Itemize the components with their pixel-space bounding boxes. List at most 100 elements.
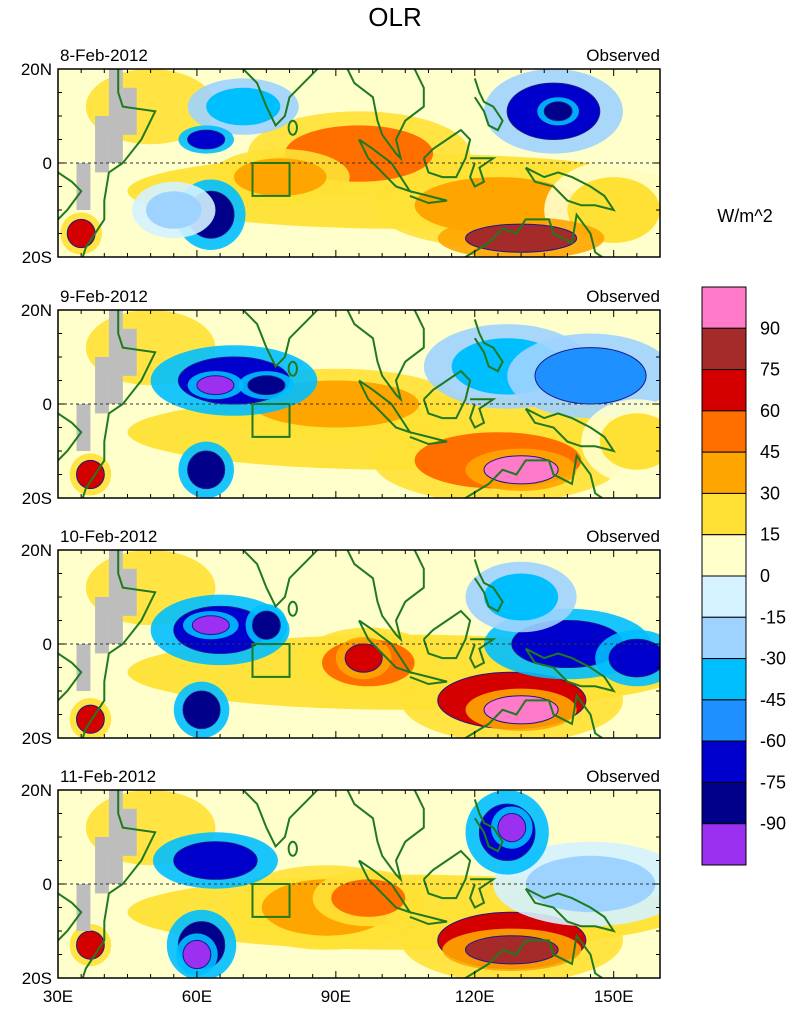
coastline-newguinea [524, 407, 616, 453]
colorbar-units: W/m^2 [717, 206, 772, 226]
coastline-newguinea [524, 647, 616, 693]
x-tick-label: 90E [321, 987, 351, 1006]
y-tick-label: 20S [22, 248, 52, 267]
coastline-srilanka [287, 119, 298, 136]
coastline-africa [81, 69, 157, 257]
colorbar-bin [701, 740, 747, 783]
coastline-africa [81, 550, 157, 738]
coastline-newguinea [524, 887, 616, 933]
anomaly-cell [187, 450, 226, 490]
coastline-australia [462, 693, 604, 738]
coastline-borneo [422, 849, 472, 900]
anomaly-cell [465, 223, 578, 253]
box-region [251, 403, 291, 438]
x-tick-label: 30E [43, 987, 73, 1006]
anomaly-cell [173, 841, 258, 880]
map-panel: 20N 0 20S 9-Feb-2012 Observed [21, 287, 661, 508]
colorbar-label: 45 [760, 442, 780, 462]
coastline-sulawesi [469, 638, 497, 669]
colorbar-bin [701, 781, 747, 825]
coastline-philippines [473, 319, 504, 373]
missing-data-cell [76, 404, 91, 451]
coastline-india [241, 69, 319, 128]
coastline-indochina [346, 69, 425, 162]
coastline-lake [58, 171, 83, 221]
coastline-sulawesi [469, 398, 497, 429]
x-axis: 30E 60E 90E 120E 150E [43, 987, 634, 1006]
anomaly-cell [76, 459, 105, 490]
colorbar-label: 0 [760, 566, 770, 586]
anomaly-cell [465, 935, 559, 965]
coastline-australia [462, 933, 604, 978]
missing-data-cell [108, 790, 123, 884]
colorbar-bin [701, 823, 747, 866]
anomaly-cell [251, 610, 281, 640]
anomaly-cell [599, 413, 660, 470]
y-tick-label: 20N [21, 541, 52, 560]
colorbar: 90 75 60 45 30 15 0 -15 -30 -45 -60 -75 -90 [701, 286, 786, 866]
panel-date: 11-Feb-2012 [60, 767, 156, 786]
panel-tag: Observed [586, 527, 660, 546]
missing-data-cell [76, 884, 91, 931]
x-tick-label: 150E [594, 987, 634, 1006]
missing-data-cell [108, 550, 123, 644]
box-region [251, 162, 291, 197]
colorbar-label: -90 [760, 814, 786, 834]
missing-data-cell [95, 597, 109, 654]
missing-data-cell [95, 357, 109, 414]
anomaly-cell [497, 813, 527, 843]
coastline-lake [58, 892, 83, 942]
colorbar-label: 75 [760, 360, 780, 380]
coastline-sulawesi [469, 157, 497, 188]
y-tick-label: 0 [43, 875, 52, 894]
coastline-india [241, 310, 319, 369]
colorbar-bin [701, 492, 747, 536]
y-tick-label: 0 [43, 635, 52, 654]
x-tick-label: 60E [182, 987, 212, 1006]
coastline-africa [81, 790, 157, 978]
box-region [251, 643, 291, 678]
coastline-philippines [473, 559, 504, 613]
colorbar-bin [701, 616, 747, 660]
missing-data-cell [122, 808, 137, 856]
coastline-borneo [422, 609, 472, 660]
colorbar-label: 60 [760, 401, 780, 421]
coastline-australia [462, 453, 604, 498]
colorbar-bin [701, 451, 747, 494]
panel-tag: Observed [586, 287, 660, 306]
coastline-srilanka [287, 600, 298, 617]
coastline-borneo [422, 128, 472, 179]
anomaly-cell [483, 455, 559, 485]
coastline-java [409, 431, 448, 446]
y-tick-label: 20S [22, 489, 52, 508]
anomaly-cell [206, 87, 281, 126]
anomaly-cell [344, 643, 383, 673]
colorbar-label: 15 [760, 525, 780, 545]
colorbar-label: -30 [760, 649, 786, 669]
colorbar-label: 90 [760, 318, 780, 338]
colorbar-bin [701, 534, 747, 577]
anomaly-cell [247, 375, 286, 396]
anomaly-cell [191, 615, 230, 636]
missing-data-cell [108, 69, 123, 163]
coastline-srilanka [287, 360, 298, 377]
coastline-indochina [346, 310, 425, 403]
coastline-india [241, 790, 319, 849]
anomaly-cell [483, 695, 559, 725]
coastline-australia [462, 212, 604, 257]
colorbar-bin [701, 658, 747, 701]
coastline-philippines [473, 78, 504, 132]
anomaly-cell [145, 191, 202, 229]
coastline-lake [58, 652, 83, 702]
y-tick-label: 20N [21, 301, 52, 320]
missing-data-cell [108, 310, 123, 404]
anomaly-cell [233, 158, 327, 196]
missing-data-cell [95, 837, 109, 894]
anomaly-cell [196, 375, 235, 396]
coastline-java [409, 911, 448, 926]
missing-data-cell [122, 568, 137, 616]
coastline-india [241, 550, 319, 609]
map-panel: 20N 0 20S 10-Feb-2012 Observed [21, 527, 661, 748]
anomaly-cell [66, 218, 96, 249]
y-tick-label: 20N [21, 781, 52, 800]
